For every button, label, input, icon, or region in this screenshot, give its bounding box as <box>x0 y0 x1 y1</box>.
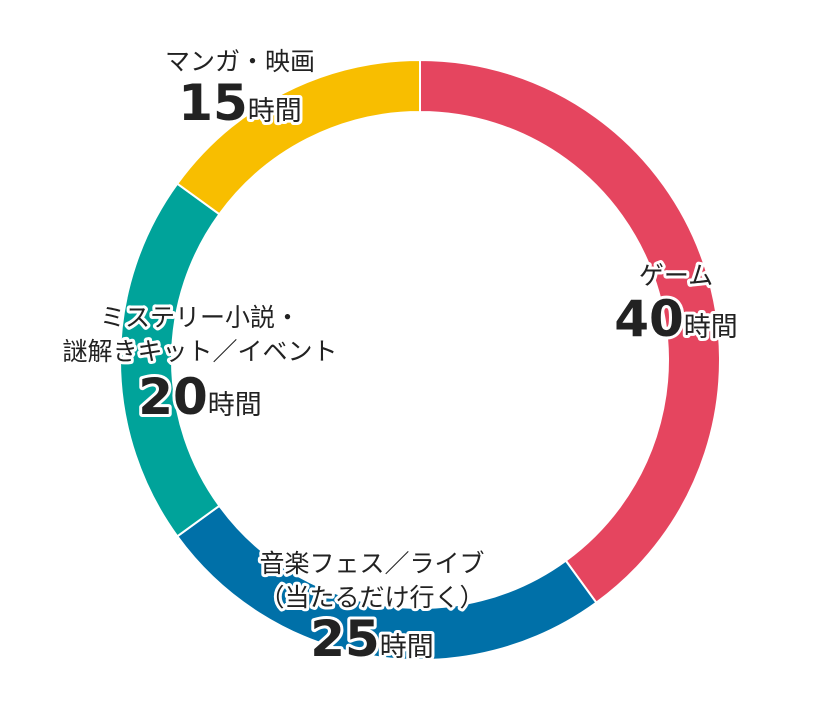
data-label: 40時間 <box>614 290 738 348</box>
slice-label: 音楽フェス／ライブ <box>259 549 484 578</box>
slice-label: 謎解きキット／イベント <box>62 337 337 366</box>
slice-label: マンガ・映画 <box>165 47 315 76</box>
data-label: 25時間 <box>310 610 434 668</box>
slice-label: （当たるだけ行く） <box>259 583 484 612</box>
slice-label: ミステリー小説・ <box>100 303 300 332</box>
slice-label: ゲーム <box>639 261 713 290</box>
data-label: 15時間 <box>178 74 302 132</box>
donut-slice <box>175 58 421 216</box>
donut-slice <box>419 58 721 605</box>
data-label: 20時間 <box>138 368 262 426</box>
